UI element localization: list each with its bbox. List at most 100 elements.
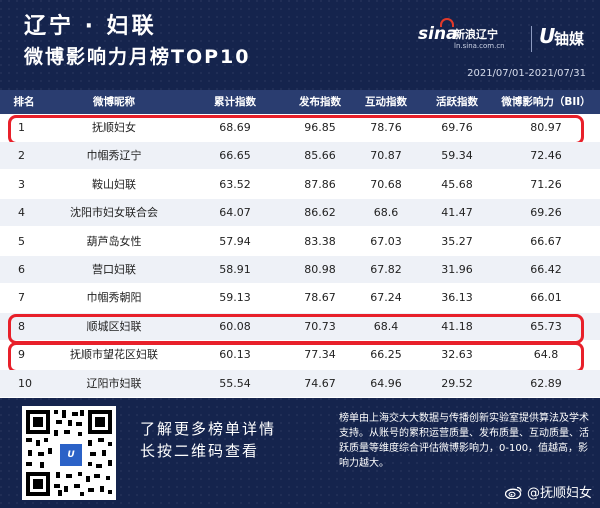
cell-activity: 69.76 xyxy=(441,121,473,134)
cell-cumulative: 68.69 xyxy=(219,121,251,134)
cell-name: 巾帼秀辽宁 xyxy=(86,149,142,163)
cell-activity: 41.18 xyxy=(441,319,473,333)
cell-interaction: 78.76 xyxy=(370,121,402,134)
table-row: 4 沈阳市妇女联合会 64.07 86.62 68.6 41.47 69.26 xyxy=(0,199,600,227)
cell-interaction: 67.24 xyxy=(370,291,402,305)
cell-name: 抚顺妇女 xyxy=(92,121,136,134)
cell-rank: 5 xyxy=(18,234,25,248)
cell-name: 抚顺市望花区妇联 xyxy=(70,348,158,362)
cell-interaction: 67.82 xyxy=(370,263,402,276)
table-row: 6 营口妇联 58.91 80.98 67.82 31.96 66.42 xyxy=(0,256,600,283)
col-header-name: 微博昵称 xyxy=(93,96,135,108)
cell-rank: 2 xyxy=(18,149,25,163)
col-header-publish: 发布指数 xyxy=(299,96,341,108)
more-details-text: 了解更多榜单详情 xyxy=(140,420,277,438)
cell-name: 巾帼秀朝阳 xyxy=(86,291,142,305)
sina-eye-icon xyxy=(440,18,454,27)
table-header: 排名 微博昵称 累计指数 发布指数 互动指数 活跃指数 微博影响力（BII） xyxy=(0,90,600,114)
cell-cumulative: 59.13 xyxy=(219,291,251,305)
cell-activity: 45.68 xyxy=(441,177,473,191)
ranking-note: 榜单由上海交大大数据与传播创新实验室提供算法及学术支持。从账号的累积运营质量、发… xyxy=(339,413,589,469)
cell-activity: 35.27 xyxy=(441,234,473,248)
col-header-activity: 活跃指数 xyxy=(436,96,478,108)
cell-rank: 6 xyxy=(18,263,25,276)
cell-publish: 86.62 xyxy=(304,206,336,220)
row-highlight-box xyxy=(8,115,584,146)
cell-rank: 1 xyxy=(18,121,25,134)
row-highlight-box xyxy=(8,342,584,373)
sina-region-label: 新浪辽宁 xyxy=(454,28,498,41)
sina-logo: sina xyxy=(418,18,458,44)
cell-name: 葫芦岛女性 xyxy=(86,234,142,248)
watermark-account: @抚顺妇女 xyxy=(526,486,592,501)
table-row: 2 巾帼秀辽宁 66.65 85.66 70.87 59.34 72.46 xyxy=(0,142,600,170)
cell-bii: 66.01 xyxy=(530,291,562,305)
table-row: 5 葫芦岛女性 57.94 83.38 67.03 35.27 66.67 xyxy=(0,228,600,255)
cell-name: 顺城区妇联 xyxy=(86,319,142,333)
cell-name: 营口妇联 xyxy=(92,263,136,276)
footer-banner: U 了解更多榜单详情 长按二维码查看 榜单由上海交大大数据与传播创新实验室提供算… xyxy=(0,398,600,508)
cell-bii: 62.89 xyxy=(530,376,562,390)
weibo-watermark: @抚顺妇女 xyxy=(504,482,592,501)
cell-activity: 36.13 xyxy=(441,291,473,305)
cell-cumulative: 64.07 xyxy=(219,206,251,220)
cell-bii: 80.97 xyxy=(530,121,562,134)
cell-rank: 7 xyxy=(18,291,25,305)
col-header-interaction: 互动指数 xyxy=(365,96,407,108)
cell-cumulative: 58.91 xyxy=(219,263,251,276)
table-row: 7 巾帼秀朝阳 59.13 78.67 67.24 36.13 66.01 xyxy=(0,284,600,311)
cell-interaction: 66.25 xyxy=(370,348,402,362)
table-row: 10 辽阳市妇联 55.54 74.67 64.96 29.52 62.89 xyxy=(0,369,600,397)
scan-qr-hint: 长按二维码查看 xyxy=(140,442,260,460)
col-header-cumulative: 累计指数 xyxy=(214,96,256,108)
qr-code[interactable]: U xyxy=(22,406,116,500)
col-header-bii: 微博影响力（BII） xyxy=(501,96,591,108)
header-banner: 辽宁 · 妇联 微博影响力月榜TOP10 sina 新浪辽宁 ln.sina.c… xyxy=(0,0,600,90)
cell-rank: 3 xyxy=(18,177,25,191)
cell-publish: 77.34 xyxy=(304,348,336,362)
cell-interaction: 68.6 xyxy=(373,206,399,220)
cell-activity: 41.47 xyxy=(441,206,473,220)
cell-bii: 72.46 xyxy=(530,149,562,163)
cell-activity: 31.96 xyxy=(441,263,473,276)
cell-publish: 83.38 xyxy=(304,234,336,248)
cell-interaction: 68.4 xyxy=(373,319,399,333)
cell-publish: 74.67 xyxy=(304,376,336,390)
cell-bii: 65.73 xyxy=(530,319,562,333)
cell-activity: 32.63 xyxy=(441,348,473,362)
sina-url: ln.sina.com.cn xyxy=(454,42,505,50)
cell-activity: 59.34 xyxy=(441,149,473,163)
cell-bii: 66.67 xyxy=(530,234,562,248)
col-header-rank: 排名 xyxy=(13,96,35,108)
cell-cumulative: 60.13 xyxy=(219,348,251,362)
qr-code-pattern xyxy=(22,406,116,500)
cell-rank: 9 xyxy=(18,348,25,362)
brand-name: 铀媒 xyxy=(554,30,585,48)
cell-publish: 87.86 xyxy=(304,177,336,191)
cell-interaction: 64.96 xyxy=(370,376,402,390)
cell-name: 鞍山妇联 xyxy=(92,177,136,191)
cell-cumulative: 57.94 xyxy=(219,234,251,248)
cell-publish: 85.66 xyxy=(304,149,336,163)
table-row: 8 顺城区妇联 60.08 70.73 68.4 41.18 65.73 xyxy=(0,312,600,340)
cell-cumulative: 63.52 xyxy=(219,177,251,191)
cell-interaction: 67.03 xyxy=(370,234,402,248)
cell-cumulative: 55.54 xyxy=(219,376,251,390)
cell-interaction: 70.68 xyxy=(370,177,402,191)
cell-publish: 70.73 xyxy=(304,319,336,333)
brand-area: sina 新浪辽宁 ln.sina.com.cn U 铀媒 xyxy=(418,18,588,60)
cell-publish: 78.67 xyxy=(304,291,336,305)
cell-bii: 71.26 xyxy=(530,177,562,191)
cell-rank: 4 xyxy=(18,206,25,220)
cell-rank: 8 xyxy=(18,319,25,333)
cell-cumulative: 66.65 xyxy=(219,149,251,163)
cell-bii: 69.26 xyxy=(530,206,562,220)
title-line-2: 微博影响力月榜TOP10 xyxy=(24,46,251,68)
table-row: 1 抚顺妇女 68.69 96.85 78.76 69.76 80.97 xyxy=(0,114,600,141)
cell-name: 辽阳市妇联 xyxy=(86,376,142,390)
qr-logo-icon: U xyxy=(58,442,84,468)
cell-bii: 64.8 xyxy=(533,348,559,362)
title-line-1: 辽宁 · 妇联 xyxy=(24,14,157,39)
cell-rank: 10 xyxy=(18,376,32,390)
brand-divider xyxy=(531,26,532,52)
